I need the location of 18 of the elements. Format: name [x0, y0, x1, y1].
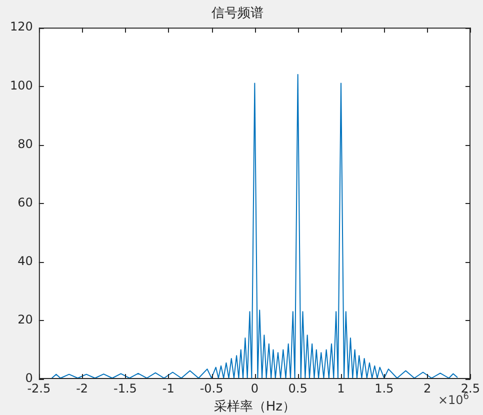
x-tick-label: 0: [250, 381, 258, 396]
x-tick-label: 2: [423, 381, 432, 396]
y-tick-label: 100: [10, 78, 33, 92]
x-tick-label: 0.5: [288, 381, 308, 396]
x-axis-title: 采样率（Hz）: [214, 398, 296, 415]
x-tick-label: -1.5: [114, 381, 137, 396]
x-tick-label: 1.5: [374, 381, 394, 396]
text: ×10$^{6}$: [438, 392, 469, 407]
x-tick-label: -1: [162, 381, 174, 396]
chart-title: 信号频谱: [212, 6, 264, 22]
x-tick-label: -0.5: [200, 381, 224, 396]
y-tick-label: 60: [18, 195, 33, 210]
x-tick-label: 1: [337, 381, 345, 396]
y-tick-label: 40: [18, 254, 33, 268]
y-tick-label: 80: [18, 136, 33, 151]
x-tick-label: -2: [76, 381, 88, 396]
y-tick-label: 20: [18, 312, 33, 327]
y-tick-label: 120: [10, 20, 33, 34]
